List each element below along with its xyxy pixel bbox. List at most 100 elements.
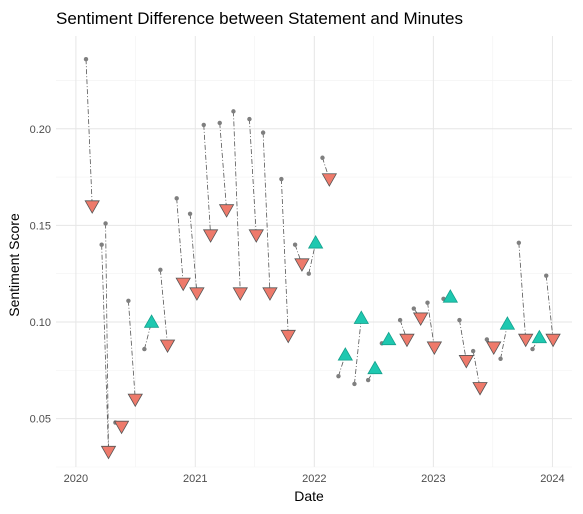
x-tick-label: 2020 xyxy=(64,473,88,485)
minutes-point-down xyxy=(262,287,278,301)
minutes-point-down xyxy=(159,339,176,354)
y-tick-label: 0.15 xyxy=(30,220,51,232)
statement-point xyxy=(457,317,462,323)
minutes-point-down xyxy=(189,287,205,301)
connector-line xyxy=(85,59,93,207)
connector-line xyxy=(203,124,212,236)
connector-line xyxy=(518,242,527,340)
x-tick-label: 2024 xyxy=(540,473,564,485)
statement-point xyxy=(103,221,108,226)
connector-line xyxy=(427,302,435,348)
connector-line xyxy=(262,132,271,294)
statement-point xyxy=(306,271,311,276)
minutes-point-down xyxy=(294,258,310,272)
statement-point xyxy=(516,240,522,246)
connector-line xyxy=(459,320,467,361)
statement-point xyxy=(260,130,266,135)
statement-point xyxy=(217,120,222,126)
minutes-point-down xyxy=(113,420,130,435)
connector-line xyxy=(338,354,346,377)
statement-point xyxy=(397,317,403,323)
statement-point xyxy=(470,348,476,354)
minutes-point-down xyxy=(202,229,219,243)
minutes-point-down xyxy=(127,393,143,408)
minutes-point-up xyxy=(499,316,516,330)
minutes-point-down xyxy=(517,333,534,348)
minutes-point-down xyxy=(486,341,502,355)
minutes-point-down xyxy=(84,200,100,214)
chart-title: Sentiment Difference between Statement a… xyxy=(56,9,463,28)
connector-line xyxy=(219,122,227,210)
statement-point xyxy=(99,242,104,247)
statement-point xyxy=(279,176,284,182)
connector-line xyxy=(159,269,168,346)
connector-line xyxy=(128,300,136,400)
minutes-point-down xyxy=(218,204,235,218)
data-points xyxy=(83,56,561,460)
y-axis-title: Sentiment Score xyxy=(6,213,22,317)
connector-line xyxy=(105,223,109,452)
statement-point xyxy=(158,267,163,273)
minutes-point-down xyxy=(100,445,117,460)
statement-point xyxy=(425,300,430,305)
connector-line xyxy=(322,157,330,180)
statement-point xyxy=(126,298,131,303)
minutes-point-up xyxy=(442,289,459,303)
minutes-point-down xyxy=(399,333,415,348)
statement-point xyxy=(530,346,535,352)
minutes-point-down xyxy=(175,277,191,292)
statement-point xyxy=(201,122,206,128)
statement-point xyxy=(187,211,193,217)
connector-line xyxy=(233,111,241,294)
x-tick-label: 2023 xyxy=(421,473,445,485)
statement-point xyxy=(336,373,341,379)
statement-point xyxy=(544,273,549,278)
minutes-point-down xyxy=(280,329,296,344)
statement-point xyxy=(231,109,236,114)
grid xyxy=(56,36,572,468)
y-tick-label: 0.05 xyxy=(30,414,51,426)
statement-point xyxy=(365,377,371,383)
statement-point xyxy=(484,337,490,342)
minutes-point-down xyxy=(412,312,429,326)
tick-labels: 0.05 0.10 0.15 0.20 2020 2021 2022 2023 2024 xyxy=(30,124,565,485)
minutes-point-down xyxy=(458,355,475,369)
statement-point xyxy=(83,56,89,62)
statement-point xyxy=(247,116,252,122)
connector-line xyxy=(101,244,109,452)
minutes-point-up xyxy=(353,310,369,324)
connector-line xyxy=(500,323,508,359)
statement-point xyxy=(174,196,179,201)
minutes-point-up xyxy=(307,234,324,249)
x-axis-title: Date xyxy=(294,488,324,504)
x-tick-label: 2022 xyxy=(302,473,326,485)
minutes-point-up xyxy=(531,329,548,344)
minutes-point-down xyxy=(232,287,248,301)
minutes-point-down xyxy=(321,173,338,187)
statement-point xyxy=(498,356,503,361)
x-tick-label: 2021 xyxy=(183,473,207,485)
y-tick-label: 0.20 xyxy=(30,124,51,136)
minutes-point-down xyxy=(545,333,561,348)
connector-line xyxy=(176,198,184,284)
statement-point xyxy=(411,306,417,311)
minutes-point-up xyxy=(381,331,397,346)
minutes-point-up xyxy=(143,314,160,328)
minutes-point-up xyxy=(367,360,383,375)
connector-line xyxy=(354,318,362,384)
connector-line xyxy=(280,179,289,336)
statement-point xyxy=(352,381,357,387)
y-tick-label: 0.10 xyxy=(30,317,51,329)
statement-point xyxy=(320,155,325,160)
minutes-point-down xyxy=(472,382,488,396)
connector-lines xyxy=(85,59,554,452)
statement-point xyxy=(292,242,298,247)
connector-line xyxy=(189,213,198,294)
connector-line xyxy=(545,275,554,340)
minutes-point-down xyxy=(248,229,264,243)
connector-line xyxy=(472,350,481,388)
minutes-point-up xyxy=(337,347,354,361)
statement-point xyxy=(142,346,147,352)
